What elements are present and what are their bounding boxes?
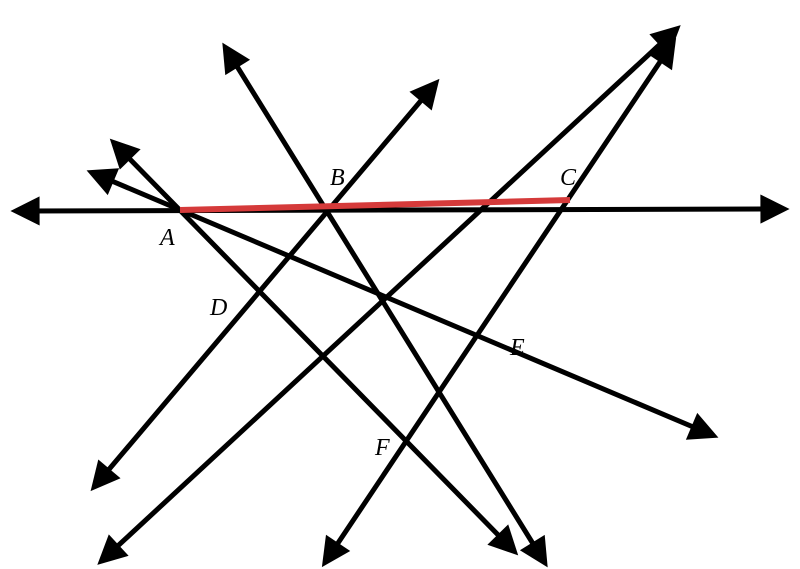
line-AE: [100, 176, 705, 432]
point-label-D: D: [209, 295, 227, 321]
geometry-diagram: A B C D E F: [0, 0, 800, 569]
line-BD: [100, 90, 430, 480]
line-BD_CE: [108, 35, 670, 555]
line-BF_CF: [230, 55, 540, 555]
point-label-B: B: [330, 165, 345, 191]
point-label-A: A: [158, 225, 175, 251]
lines-layer: [25, 35, 775, 555]
point-label-C: C: [560, 165, 577, 191]
point-label-F: F: [374, 435, 390, 461]
line-horiz: [25, 209, 775, 211]
point-label-E: E: [509, 335, 525, 361]
